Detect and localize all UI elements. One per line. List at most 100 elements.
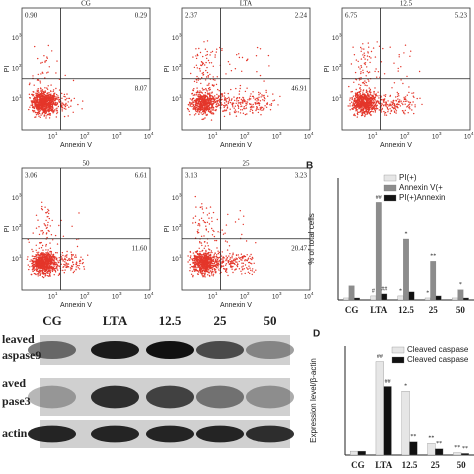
legend-label: Cleaved caspase (407, 355, 469, 364)
x-tick-base: 10 (80, 135, 87, 141)
cell-dot (75, 263, 78, 266)
cell-dot (78, 268, 81, 270)
cell-dot (41, 97, 43, 99)
cell-dot (247, 271, 250, 273)
cell-dot (375, 106, 378, 108)
cell-dot (226, 256, 229, 259)
cell-dot (376, 100, 379, 102)
cell-dot (38, 95, 41, 97)
cell-dot (375, 68, 377, 70)
cell-dot (37, 88, 39, 90)
cell-dot (199, 253, 201, 255)
cell-dot (370, 114, 372, 117)
cell-dot (206, 268, 208, 270)
cell-dot (394, 104, 396, 107)
cell-dot (257, 99, 260, 101)
cell-dot (204, 272, 206, 274)
cell-dot (47, 221, 49, 224)
cell-dot (37, 253, 39, 255)
cell-dot (272, 100, 274, 102)
cell-dot (205, 264, 207, 266)
cell-dot (363, 108, 365, 110)
cell-dot (227, 213, 229, 216)
cell-dot (242, 102, 244, 104)
cell-dot (49, 104, 51, 106)
cell-dot (367, 108, 369, 110)
cell-dot (210, 250, 213, 252)
cell-dot (384, 95, 387, 98)
cell-dot (208, 259, 211, 261)
cell-dot (360, 114, 363, 117)
cell-dot (57, 95, 59, 97)
cell-dot (204, 64, 206, 66)
x-tick-exponent: 2 (247, 291, 250, 296)
cell-dot (356, 105, 359, 108)
cell-dot (357, 100, 359, 102)
cell-dot (42, 276, 45, 279)
cell-dot (370, 97, 372, 100)
cell-dot (381, 103, 383, 105)
cell-dot (225, 259, 227, 262)
cell-dot (356, 116, 358, 118)
cell-dot (361, 102, 363, 104)
blot-band (28, 425, 76, 443)
cell-dot (403, 100, 405, 103)
cell-dot (76, 265, 79, 267)
cell-dot (390, 109, 393, 112)
y-tick-base: 10 (12, 97, 19, 103)
cell-dot (48, 92, 50, 94)
cell-dot (200, 260, 202, 262)
cell-dot (201, 269, 203, 271)
cell-dot (243, 268, 245, 270)
cell-dot (221, 251, 223, 253)
cell-dot (418, 70, 421, 73)
cell-dot (36, 112, 38, 114)
x-tick-base: 10 (272, 295, 279, 301)
cell-dot (212, 100, 214, 103)
cell-dot (361, 97, 364, 99)
cell-dot (48, 210, 50, 212)
cell-dot (82, 258, 84, 261)
flow-panel: 253.13 3.2320.47101102103104101102103Anne… (164, 160, 314, 309)
quadrant-value: 46.91 (291, 84, 307, 92)
cell-dot (45, 219, 47, 222)
cell-dot (57, 261, 60, 264)
cell-dot (207, 99, 209, 102)
cell-dot (366, 84, 368, 87)
cell-dot (250, 253, 252, 256)
cell-dot (189, 104, 191, 106)
cell-dot (408, 86, 410, 88)
cell-dot (201, 258, 204, 260)
cell-dot (49, 225, 51, 227)
cell-dot (231, 98, 233, 100)
cell-dot (225, 224, 228, 226)
cell-dot (202, 111, 204, 113)
cell-dot (56, 263, 58, 266)
cell-dot (258, 104, 261, 106)
cell-dot (58, 257, 60, 259)
cell-dot (35, 227, 38, 229)
cell-dot (46, 96, 48, 98)
cell-dot (42, 252, 45, 254)
cell-dot (56, 268, 58, 270)
cell-dot (34, 99, 36, 102)
cell-dot (363, 104, 365, 107)
cell-dot (245, 104, 247, 107)
cell-dot (196, 262, 198, 265)
cell-dot (40, 259, 42, 261)
cell-dot (221, 49, 223, 52)
cell-dot (83, 268, 86, 270)
cell-dot (61, 104, 63, 106)
cell-dot (234, 99, 236, 102)
cell-dot (234, 259, 237, 261)
cell-dot (360, 108, 363, 111)
cell-dot (366, 97, 368, 99)
cell-dot (212, 76, 214, 78)
cell-dot (55, 252, 57, 254)
x-tick-exponent: 3 (119, 131, 122, 136)
cell-dot (64, 258, 66, 260)
cell-dot (374, 56, 377, 58)
lane-label: 25 (214, 313, 228, 328)
cell-dot (212, 271, 214, 273)
cell-dot (39, 110, 41, 112)
